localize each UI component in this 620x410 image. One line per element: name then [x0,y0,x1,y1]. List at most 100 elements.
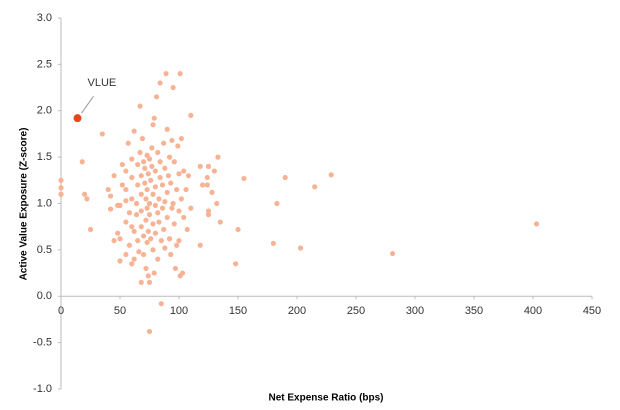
scatter-point [117,202,123,208]
scatter-point [143,217,149,223]
scatter-point [144,152,150,158]
scatter-point [123,198,129,204]
scatter-point [105,186,111,193]
scatter-point [146,328,153,335]
scatter-point [123,186,129,193]
scatter-point [133,212,140,218]
x-tick-label: 250 [347,305,365,317]
scatter-point [129,174,135,181]
scatter-point [138,191,144,197]
scatter-point [146,200,153,207]
scatter-point [137,103,143,109]
scatter-point [138,224,144,230]
scatter-point [204,174,210,181]
scatter-point [150,191,156,197]
scatter-point [174,242,180,248]
scatter-point [214,200,220,207]
scatter-point [282,174,288,181]
y-tick-label: -0.5 [33,337,52,349]
scatter-point [188,205,194,211]
x-tick-label: 100 [170,305,188,317]
scatter-point [156,219,162,225]
scatter-point [197,242,203,248]
scatter-point [107,206,114,212]
scatter-point [158,301,164,307]
scatter-point [126,210,133,216]
scatter-point [145,273,151,279]
scatter-point [142,165,148,171]
scatter-point [129,196,135,202]
scatter-point [157,80,163,86]
scatter-point [138,208,144,214]
scatter-point [170,84,176,91]
scatter-point [179,270,186,276]
scatter-point [172,265,179,272]
scatter-point [156,196,162,202]
x-tick-label: 450 [583,305,601,317]
scatter-point [155,210,161,216]
scatter-point [155,256,161,262]
scatter-point [158,238,164,244]
scatter-point [107,193,114,199]
scatter-point [58,177,64,183]
scatter-point [164,126,170,132]
scatter-point [297,245,304,251]
scatter-point [176,238,182,244]
scatter-point [533,221,540,227]
scatter-point [171,221,177,227]
scatter-point [168,251,174,258]
x-tick-label: 200 [288,305,306,317]
scatter-point [170,200,176,207]
scatter-point [217,219,223,225]
scatter-point [185,173,192,179]
scatter-point [161,226,167,233]
scatter-point [153,94,160,100]
scatter-point [176,171,182,177]
x-axis-title: Net Expense Ratio (bps) [268,393,383,404]
scatter-point [181,168,187,174]
scatter-point [143,196,149,202]
y-tick-label: 1.0 [37,197,52,209]
scatter-point [84,196,90,202]
scatter-point [162,199,168,205]
scatter-point [178,135,184,142]
scatter-point [165,173,171,179]
scatter-point [148,236,154,242]
scatter-point [144,205,150,211]
scatter-point [135,182,141,188]
scatter-point [235,226,241,233]
scatter-point [270,240,276,246]
scatter-point [181,214,187,221]
scatter-point [150,221,156,227]
scatter-point [169,137,175,144]
x-tick-label: 50 [114,305,126,317]
scatter-point [241,175,247,182]
scatter-point [162,245,168,251]
scatter-point [157,159,163,165]
scatter-point [123,168,129,174]
scatter-point [164,189,170,195]
y-tick-label: 2.5 [37,58,52,70]
annotation-label: VLUE [88,77,117,89]
annotation-leader [81,95,94,114]
scatter-point [211,168,217,174]
y-tick-label: 0.5 [37,244,52,256]
scatter-point [164,214,170,221]
scatter-point [175,143,181,149]
scatter-point [176,208,182,214]
scatter-point [274,200,280,207]
scatter-point [123,219,129,225]
scatter-point [157,174,163,181]
scatter-point [177,71,183,77]
scatter-point [137,149,143,156]
highlight-point [73,114,82,123]
scatter-point [152,168,158,174]
scatter-point [178,196,184,202]
scatter-point [141,251,147,258]
scatter-point [162,165,168,171]
scatter-point [188,112,194,118]
scatter-point [152,184,158,190]
scatter-point [168,180,174,186]
scatter-point [166,154,173,160]
scatter-point [87,226,94,233]
